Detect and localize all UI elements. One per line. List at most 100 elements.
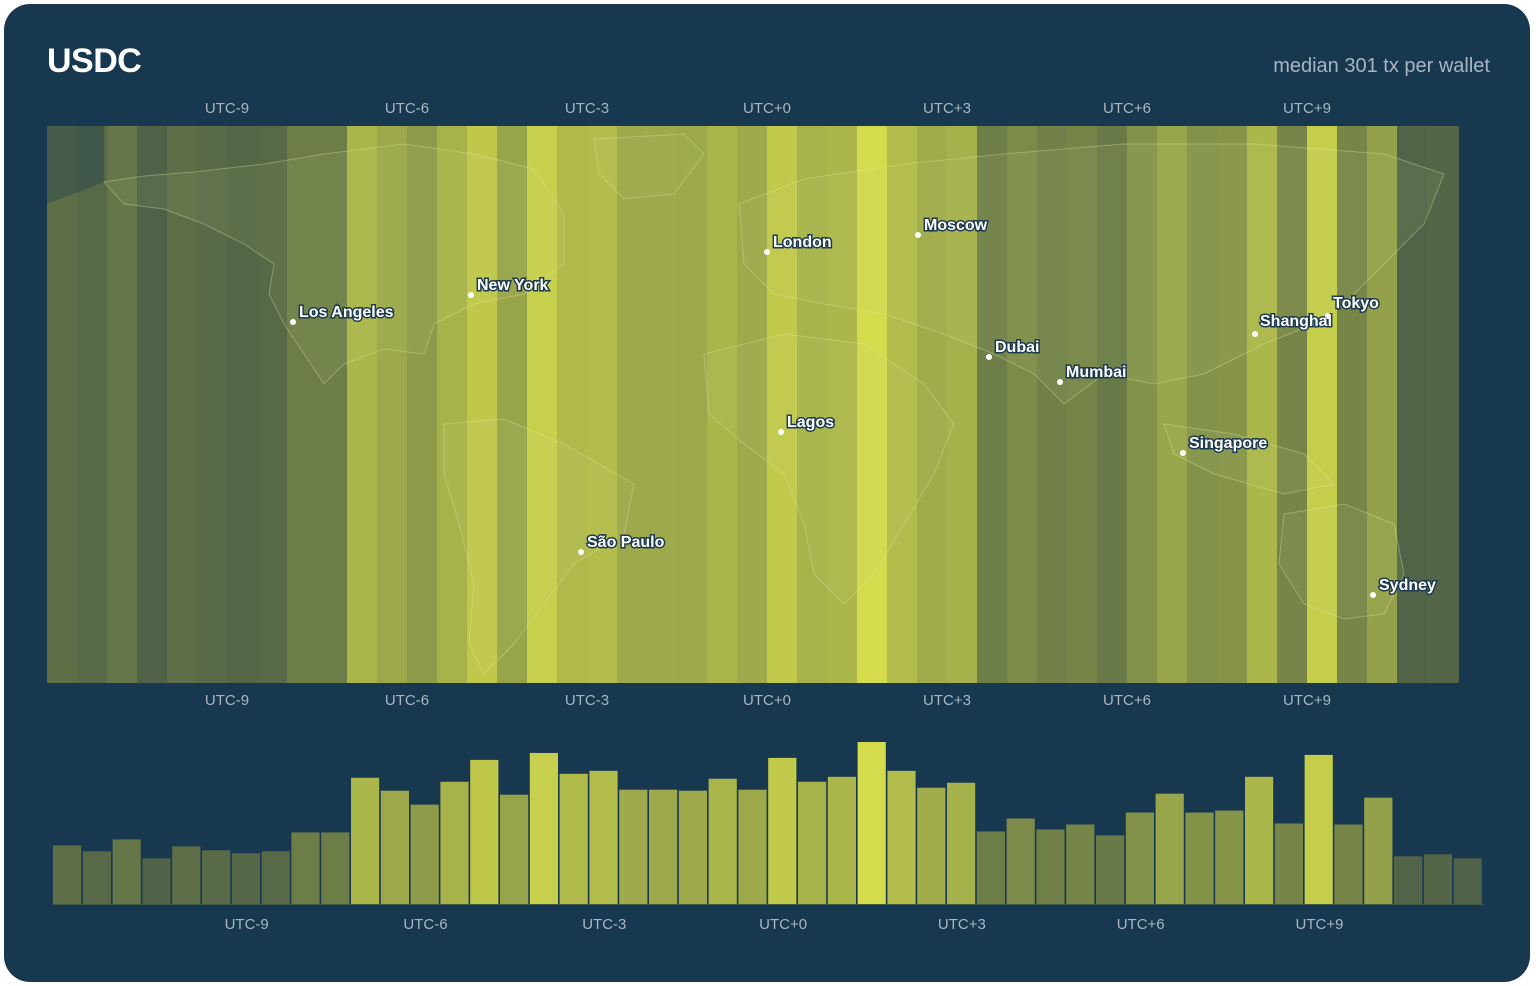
timezone-tick-label: UTC+9 <box>1283 692 1331 709</box>
city-dot <box>1370 592 1376 598</box>
city-dot <box>1057 379 1063 385</box>
land-australia <box>1278 503 1405 620</box>
timezone-tick-label: UTC+9 <box>1283 100 1331 117</box>
timezone-bands <box>47 126 1459 683</box>
city-dot <box>468 292 474 298</box>
city-label: São Paulo <box>587 534 665 551</box>
ocean-pacific-west <box>47 126 104 204</box>
timezone-tick-label: UTC+3 <box>923 100 971 117</box>
timezone-band <box>1217 126 1248 683</box>
bar <box>440 781 469 904</box>
bar <box>1334 824 1363 904</box>
city-label: Singapore <box>1189 435 1267 452</box>
city-label: Moscow <box>924 217 988 234</box>
timezone-tick-label: UTC-3 <box>564 100 610 117</box>
bar <box>887 770 916 904</box>
bar <box>678 790 707 904</box>
timezone-band <box>437 126 468 683</box>
timezone-band <box>257 126 288 683</box>
bar <box>142 858 171 904</box>
timezone-tick-label: UTC-6 <box>384 692 430 709</box>
city-dot <box>1252 331 1258 337</box>
timezone-band <box>377 126 408 683</box>
timezone-band <box>1427 126 1458 683</box>
timezone-band <box>1037 126 1068 683</box>
city-dot <box>778 429 784 435</box>
bar <box>1394 856 1423 904</box>
land-eurasia <box>738 143 1445 405</box>
city-markers: Los Angeles New York London Moscow Dubai Mumb… <box>290 216 1438 598</box>
bar <box>1423 854 1452 904</box>
city-dot <box>1325 313 1331 319</box>
bar <box>321 832 350 904</box>
timezone-band <box>707 126 738 683</box>
bar <box>1245 776 1274 904</box>
land-sea-islands <box>1163 423 1336 495</box>
timezone-band <box>527 126 558 683</box>
bar <box>410 804 439 904</box>
city-label: New York <box>477 277 549 294</box>
bar <box>798 781 827 904</box>
city-label: Dubai <box>995 339 1039 356</box>
land-south-america <box>443 418 635 675</box>
timezone-band <box>977 126 1008 683</box>
city-label: Mumbai <box>1066 364 1126 381</box>
timezone-tick-label: UTC-9 <box>224 916 269 933</box>
bar <box>1006 818 1035 904</box>
chart-title: USDC <box>47 42 142 80</box>
timezone-band <box>1457 126 1459 683</box>
timezone-band <box>827 126 858 683</box>
bar <box>470 759 499 904</box>
timezone-band <box>197 126 228 683</box>
timezone-band <box>317 126 348 683</box>
land-greenland <box>593 133 705 200</box>
timezone-band <box>1097 126 1128 683</box>
timezone-band <box>647 126 678 683</box>
timezone-axis-middle: UTC-9 UTC-6 UTC-3 UTC+0 UTC+3 UTC+6 UTC+9 <box>4 692 1530 714</box>
bar <box>1066 824 1095 904</box>
bar <box>738 789 767 904</box>
timezone-band <box>407 126 438 683</box>
bar <box>649 789 678 904</box>
timezone-tick-label: UTC+9 <box>1295 916 1344 933</box>
bar <box>202 850 231 904</box>
city-dot <box>986 354 992 360</box>
city-label: Sydney <box>1379 577 1436 594</box>
bar <box>291 832 320 904</box>
land-africa <box>703 333 955 605</box>
timezone-band <box>1067 126 1098 683</box>
bar <box>529 752 558 904</box>
timezone-tick-label: UTC+0 <box>759 916 808 933</box>
bar <box>351 777 380 904</box>
timezone-band <box>857 126 888 683</box>
bar <box>1364 797 1393 904</box>
timezone-band <box>677 126 708 683</box>
timezone-tick-label: UTC-9 <box>204 692 250 709</box>
bar <box>1096 835 1125 904</box>
bar <box>768 757 797 904</box>
timezone-band <box>797 126 828 683</box>
city-dot <box>1180 450 1186 456</box>
timezone-band <box>77 126 108 683</box>
timezone-tick-label: UTC+3 <box>937 916 986 933</box>
timezone-band <box>1337 126 1368 683</box>
timezone-tick-label: UTC+0 <box>743 100 791 117</box>
bar <box>261 851 290 904</box>
timezone-band <box>497 126 528 683</box>
bar <box>1274 823 1303 904</box>
bar <box>1215 810 1244 904</box>
bar <box>1453 858 1482 904</box>
timezone-band <box>287 126 318 683</box>
timezone-band <box>1007 126 1038 683</box>
city-dot <box>578 549 584 555</box>
bar <box>708 778 737 904</box>
timezone-band <box>587 126 618 683</box>
timezone-tick-label: UTC+6 <box>1103 692 1151 709</box>
land-north-america <box>103 143 565 385</box>
timezone-band <box>767 126 798 683</box>
bar <box>559 773 588 904</box>
timezone-band <box>557 126 588 683</box>
timezone-band <box>1277 126 1308 683</box>
timezone-band <box>167 126 198 683</box>
timezone-tick-label: UTC-6 <box>384 100 430 117</box>
